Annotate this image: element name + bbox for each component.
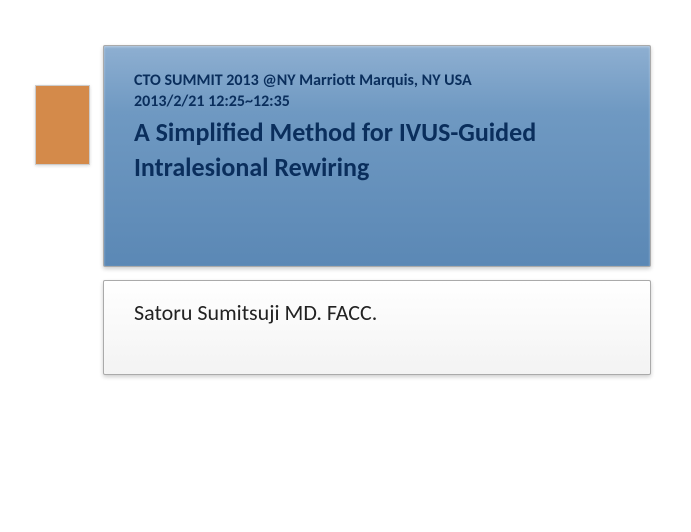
- presentation-slide: CTO SUMMIT 2013 @NY Marriott Marquis, NY…: [0, 0, 691, 532]
- event-info-line1: CTO SUMMIT 2013 @NY Marriott Marquis, NY…: [134, 71, 628, 92]
- title-panel: CTO SUMMIT 2013 @NY Marriott Marquis, NY…: [103, 45, 651, 267]
- author-panel: Satoru Sumitsuji MD. FACC.: [103, 280, 651, 375]
- slide-title-line2: Intralesional Rewiring: [134, 152, 628, 183]
- author-name: Satoru Sumitsuji MD. FACC.: [134, 299, 628, 326]
- accent-square: [35, 85, 90, 165]
- event-info-line2: 2013/2/21 12:25~12:35: [134, 92, 628, 113]
- slide-title-line1: A Simplified Method for IVUS-Guided: [134, 117, 628, 148]
